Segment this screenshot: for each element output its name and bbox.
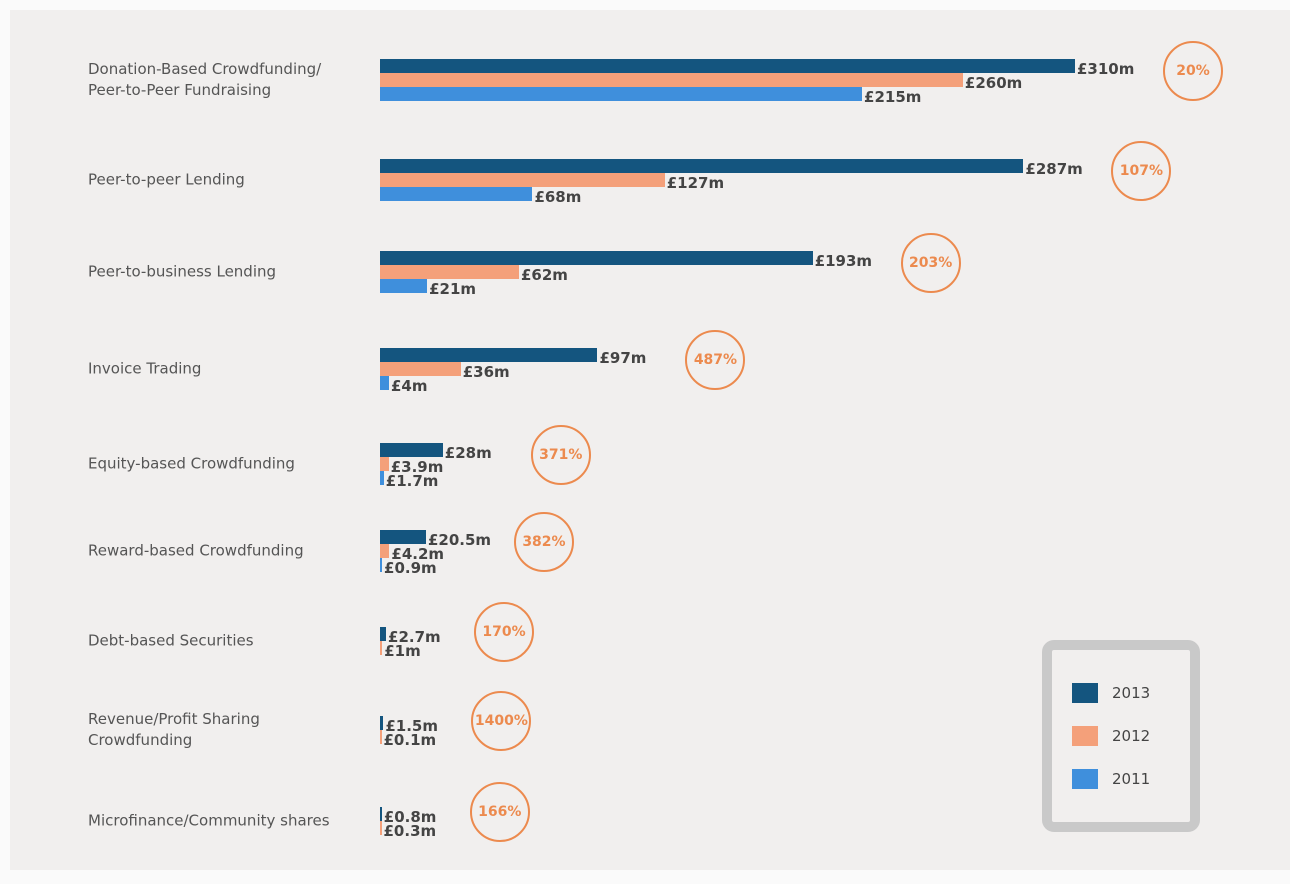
category-label: Equity-based Crowdfunding <box>88 454 295 473</box>
bar <box>380 59 1075 73</box>
growth-circle: 382% <box>513 512 574 572</box>
category-label: Microfinance/Community shares <box>88 811 330 830</box>
value-label: £127m <box>666 174 725 192</box>
legend-swatch <box>1072 726 1098 746</box>
growth-circle: 487% <box>685 330 746 390</box>
bar <box>380 159 1024 173</box>
bar <box>380 544 390 558</box>
category-label: Reward-based Crowdfunding <box>88 541 304 560</box>
value-label: £68m <box>534 188 582 206</box>
growth-circle: 371% <box>530 425 591 485</box>
value-label: £97m <box>599 349 647 367</box>
legend-swatch <box>1072 769 1098 789</box>
growth-circle: 170% <box>474 602 535 662</box>
bar <box>380 443 443 457</box>
growth-circle: 166% <box>469 782 530 842</box>
legend-label: 2011 <box>1112 770 1151 788</box>
bar <box>380 558 383 572</box>
bar <box>380 187 533 201</box>
legend <box>1042 640 1200 832</box>
value-label: £28m <box>444 444 492 462</box>
bar <box>380 265 519 279</box>
bar <box>380 807 382 821</box>
bar <box>380 362 461 376</box>
category-label: Donation-Based Crowdfunding/ Peer-to-Pee… <box>88 60 322 99</box>
growth-circle: 1400% <box>471 691 532 751</box>
value-label: £4m <box>390 377 428 395</box>
bar <box>380 627 387 641</box>
value-label: £287m <box>1025 160 1083 178</box>
value-label: £1.5m <box>385 717 438 735</box>
value-label: £3.9m <box>390 458 444 476</box>
category-label: Invoice Trading <box>88 359 202 378</box>
legend-swatch <box>1072 683 1098 703</box>
bar <box>380 821 382 835</box>
bar <box>380 641 383 655</box>
category-label: Debt-based Securities <box>88 631 254 650</box>
value-label: £4.2m <box>391 545 445 563</box>
bar <box>380 73 963 87</box>
bar <box>380 530 426 544</box>
value-label: £1.7m <box>385 472 439 490</box>
value-label: £0.8m <box>383 808 437 826</box>
bar <box>380 279 428 293</box>
bar <box>380 348 598 362</box>
legend-label: 2013 <box>1112 684 1151 702</box>
value-label: £0.9m <box>384 559 437 577</box>
value-label: £260m <box>964 74 1023 92</box>
value-label: £20.5m <box>427 531 492 549</box>
value-label: £21m <box>429 280 477 298</box>
value-label: £36m <box>462 363 510 381</box>
value-label: £2.7m <box>388 628 441 646</box>
bar <box>380 457 389 471</box>
growth-circle: 107% <box>1111 141 1172 201</box>
bar <box>380 730 382 744</box>
value-label: £0.1m <box>383 731 437 749</box>
category-label: Peer-to-business Lending <box>88 262 277 281</box>
category-label: Peer-to-peer Lending <box>88 170 245 189</box>
bar <box>380 251 813 265</box>
legend-label: 2012 <box>1112 727 1151 745</box>
category-label: Revenue/Profit Sharing Crowdfunding <box>88 710 260 749</box>
growth-circle: 203% <box>900 233 961 293</box>
value-label: £1m <box>384 642 421 660</box>
value-label: £193m <box>814 252 873 270</box>
growth-circle: 20% <box>1163 41 1223 101</box>
value-label: £215m <box>864 88 922 106</box>
value-label: £62m <box>521 266 568 284</box>
bar <box>380 87 863 101</box>
value-label: £0.3m <box>383 822 437 840</box>
bar <box>380 716 384 730</box>
value-label: £310m <box>1077 60 1135 78</box>
bar <box>380 376 389 390</box>
bar <box>380 173 665 187</box>
bar <box>380 471 384 485</box>
